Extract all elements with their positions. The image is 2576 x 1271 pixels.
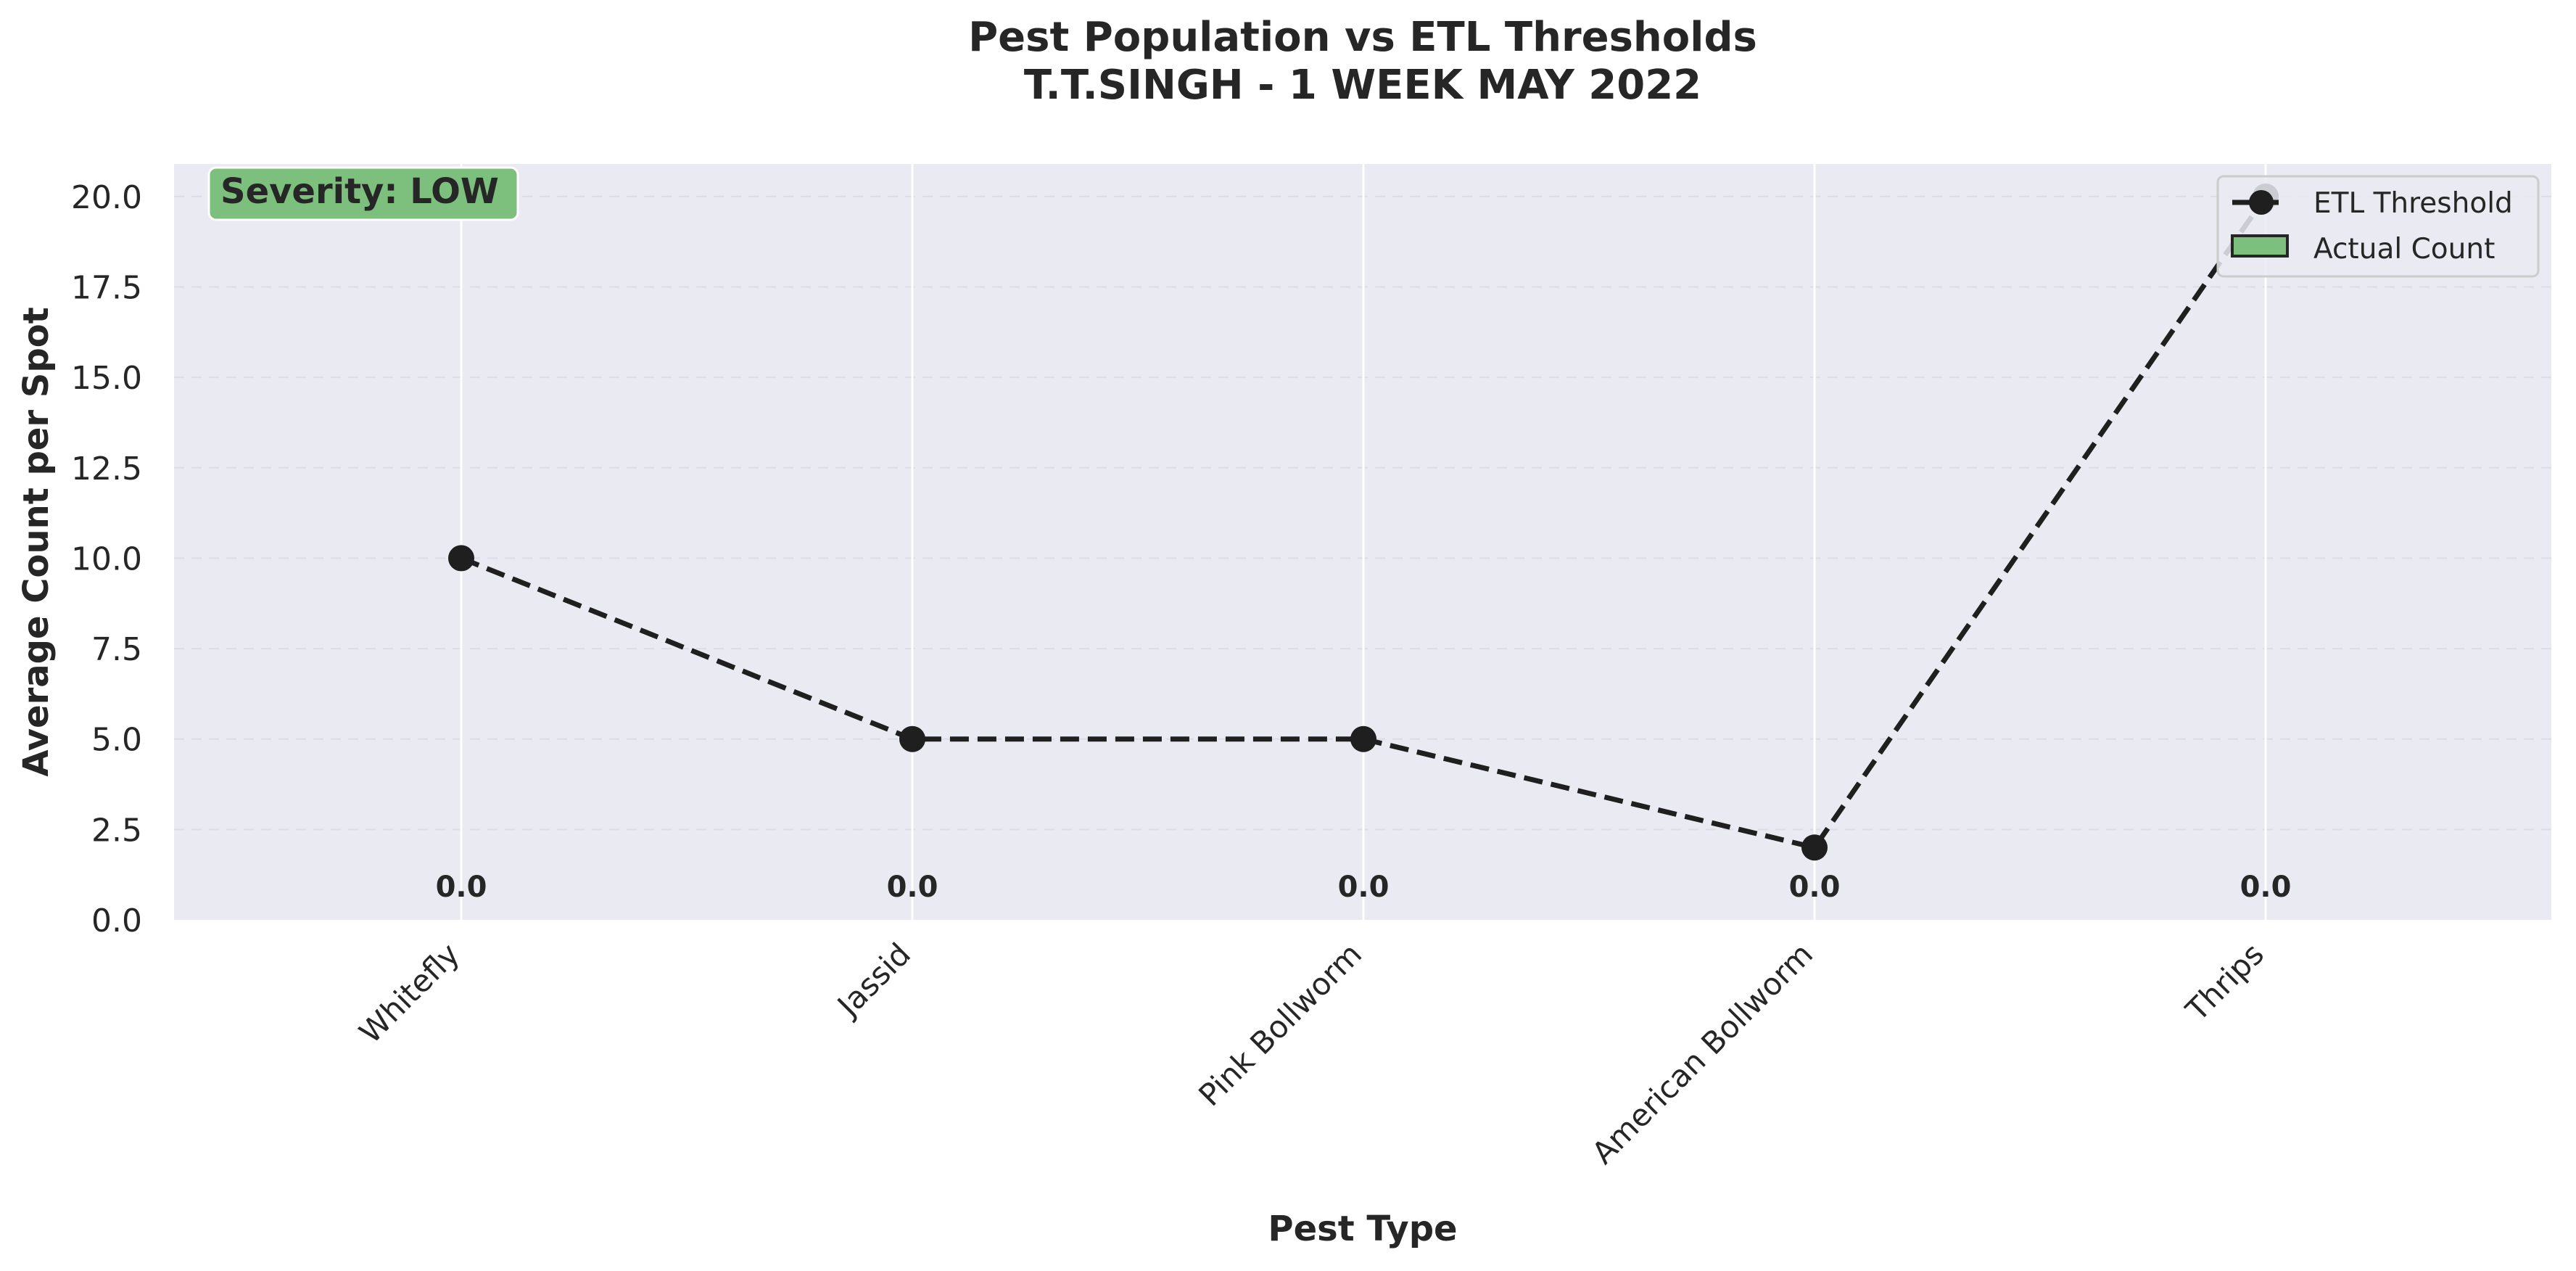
data-label: 0.0 <box>887 871 938 904</box>
y-tick-label: 5.0 <box>91 722 142 759</box>
y-tick-label: 0.0 <box>91 902 142 939</box>
y-tick-labels: 0.0 2.5 5.0 7.5 10.0 12.5 15.0 17.5 20.0 <box>71 179 142 939</box>
y-tick-label: 10.0 <box>71 540 142 577</box>
y-axis-label: Average Count per Spot <box>16 307 57 776</box>
x-tick-labels: Whitefly Jassid Pink Bollworm American Boll… <box>352 936 2271 1171</box>
data-label: 0.0 <box>436 871 487 904</box>
x-tick-label: Whitefly <box>352 936 466 1050</box>
x-tick-label: American Bollworm <box>1585 936 1820 1171</box>
etl-threshold-point <box>448 545 474 572</box>
data-labels: 0.0 0.0 0.0 0.0 0.0 <box>436 871 2292 904</box>
legend-etl-marker <box>2249 190 2274 215</box>
y-tick-label: 12.5 <box>71 451 142 488</box>
severity-annotation: Severity: LOW <box>207 166 519 221</box>
etl-threshold-point <box>1801 834 1828 861</box>
data-label: 0.0 <box>2240 871 2292 904</box>
y-tick-label: 15.0 <box>71 360 142 397</box>
data-label: 0.0 <box>1338 871 1390 904</box>
x-tick-label: Jassid <box>829 936 917 1024</box>
y-tick-label: 7.5 <box>91 631 142 668</box>
chart-subtitle: T.T.SINGH - 1 WEEK MAY 2022 <box>1024 62 1701 109</box>
legend: ETL Threshold Actual Count <box>2216 175 2540 278</box>
x-tick-label: Pink Bollworm <box>1192 936 1368 1113</box>
severity-text: Severity: LOW <box>220 171 499 212</box>
y-tick-label: 17.5 <box>71 270 142 307</box>
x-tick-label: Thrips <box>2179 936 2271 1028</box>
legend-actual-label: Actual Count <box>2313 233 2495 266</box>
etl-threshold-point <box>899 725 925 752</box>
severity-box <box>207 166 519 221</box>
legend-etl-label: ETL Threshold <box>2313 187 2513 220</box>
legend-actual-swatch <box>2231 234 2289 258</box>
legend-box <box>2216 175 2540 278</box>
etl-threshold-point <box>1350 725 1376 752</box>
y-tick-label: 2.5 <box>91 812 142 849</box>
x-gridlines <box>460 164 2267 920</box>
x-axis-label: Pest Type <box>1268 1209 1457 1249</box>
chart-title: Pest Population vs ETL Thresholds <box>968 14 1757 61</box>
data-label: 0.0 <box>1789 871 1841 904</box>
y-tick-label: 20.0 <box>71 179 142 216</box>
